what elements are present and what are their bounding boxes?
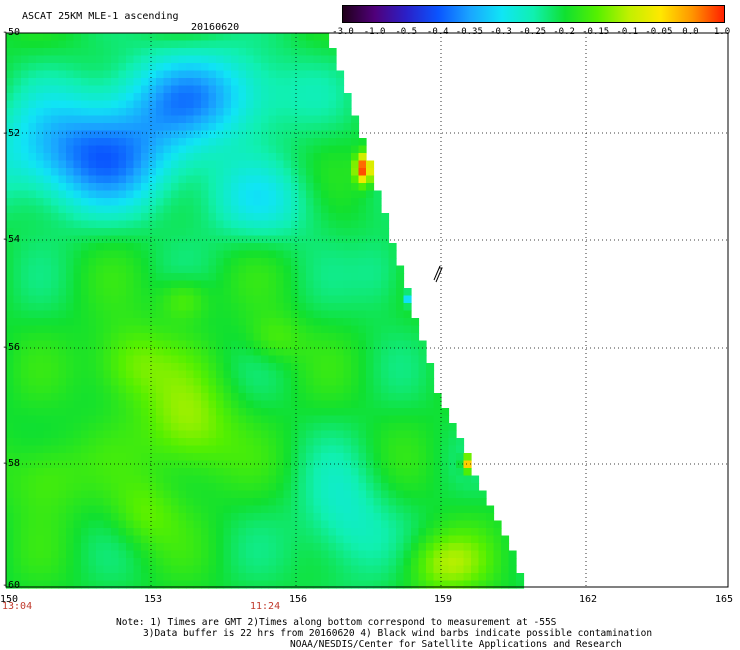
lon-label: 153 xyxy=(144,594,163,605)
colorbar xyxy=(342,5,725,23)
lon-label: 165 xyxy=(715,594,734,605)
lat-label: -50 xyxy=(2,27,21,38)
lon-label: 150 xyxy=(0,594,19,605)
colorbar-label: -0.1 xyxy=(616,27,639,37)
note-line-2: 3)Data buffer is 22 hrs from 20160620 4)… xyxy=(143,628,653,639)
map-frame xyxy=(5,32,729,588)
lat-label: -52 xyxy=(2,128,21,139)
lat-label: -56 xyxy=(2,342,21,353)
colorbar-label: -0.15 xyxy=(582,27,610,37)
colorbar-label: -0.35 xyxy=(455,27,483,37)
lat-label: -60 xyxy=(2,580,21,591)
data-swath xyxy=(6,33,525,589)
lon-label: 156 xyxy=(289,594,308,605)
time-label-left: 13:04 xyxy=(2,601,33,612)
product-date: 20160620 xyxy=(191,22,240,33)
colorbar-label: -3.0 xyxy=(332,27,354,37)
wind-barb-icon xyxy=(433,265,443,283)
colorbar-label: -0.3 xyxy=(490,27,512,37)
time-label-middle: 11:24 xyxy=(250,601,281,612)
lat-label: -54 xyxy=(2,234,21,245)
colorbar-label: -0.2 xyxy=(553,27,575,37)
lon-label: 162 xyxy=(579,594,598,605)
colorbar-label: 0.0 xyxy=(682,27,699,37)
colorbar-label: -0.25 xyxy=(518,27,547,37)
note-line-1: Note: 1) Times are GMT 2)Times along bot… xyxy=(116,617,557,628)
product-title: ASCAT 25KM MLE-1 ascending xyxy=(22,11,179,22)
note-line-3: NOAA/NESDIS/Center for Satellite Applica… xyxy=(290,639,622,650)
colorbar-label: -0.05 xyxy=(645,27,673,37)
colorbar-label: 1.0 xyxy=(713,27,731,37)
colorbar-label: -0.4 xyxy=(426,27,449,37)
lon-label: 159 xyxy=(434,594,453,605)
lat-label: -58 xyxy=(2,458,21,469)
colorbar-label: -0.5 xyxy=(395,27,417,37)
colorbar-label: -1.0 xyxy=(363,27,386,37)
grid-lines xyxy=(6,33,728,587)
